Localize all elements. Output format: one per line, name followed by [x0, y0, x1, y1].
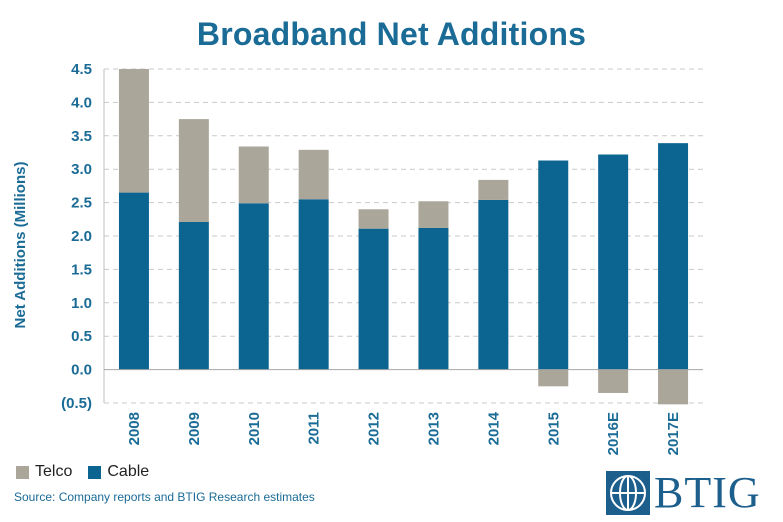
y-tick-labels: 4.5 4.0 3.5 3.0 2.5 2.0 1.5 1.0 0.5 0.0 (0.5)	[61, 61, 92, 412]
y-tick-label: 3.0	[71, 161, 92, 178]
x-tick-label: 2016E	[605, 412, 622, 455]
bar-cable-2017e	[658, 143, 689, 370]
y-tick-label: 1.0	[71, 295, 92, 312]
bar-cable-2009	[178, 221, 209, 370]
logo-text: BTIG	[654, 468, 761, 517]
x-tick-label: 2015	[545, 412, 562, 445]
bar-telco-2011	[298, 149, 329, 200]
bars	[118, 69, 689, 405]
axes	[103, 69, 703, 403]
x-tick-label: 2013	[425, 412, 442, 445]
legend-swatch-telco	[16, 465, 29, 479]
legend-label-cable: Cable	[107, 463, 150, 480]
chart-title: Broadband Net Additions	[196, 16, 587, 52]
bar-cable-2012	[358, 228, 389, 370]
bar-telco-2015	[538, 369, 569, 387]
bar-cable-2011	[298, 199, 329, 370]
y-tick-label: (0.5)	[61, 395, 92, 412]
y-tick-label: 2.0	[71, 228, 92, 245]
bar-cable-2016e	[598, 154, 629, 370]
bar-cable-2015	[538, 160, 569, 370]
x-tick-label: 2012	[366, 412, 383, 445]
bar-cable-2014	[478, 199, 509, 370]
legend-swatch-cable	[88, 465, 102, 479]
y-tick-label: 0.0	[71, 362, 92, 379]
x-tick-label: 2014	[485, 411, 502, 445]
bar-telco-2013	[418, 201, 449, 228]
bar-telco-2012	[358, 209, 389, 229]
y-tick-label: 3.5	[71, 128, 92, 145]
legend: Telco Cable	[16, 463, 165, 481]
legend-entry-cable: Cable	[88, 463, 149, 481]
bar-cable-2010	[238, 203, 269, 370]
bar-telco-2008	[118, 69, 149, 193]
bar-telco-2014	[478, 179, 509, 200]
bar-telco-2017e	[658, 369, 689, 405]
y-tick-label: 4.5	[71, 61, 92, 78]
x-tick-label: 2008	[126, 412, 143, 445]
bar-cable-2008	[118, 192, 149, 370]
y-tick-label: 0.5	[71, 328, 92, 345]
y-axis-label: Net Additions (Millions)	[12, 162, 29, 329]
bar-telco-2009	[178, 119, 209, 222]
y-tick-label: 4.0	[71, 94, 92, 111]
bar-telco-2010	[238, 146, 269, 204]
btig-logo: BTIG	[606, 470, 774, 516]
x-tick-label: 2011	[306, 412, 323, 445]
legend-entry-telco: Telco	[16, 463, 72, 481]
x-tick-labels: 2008 2009 2010 2011 2012 2013 2014 2015 2016E 201…	[126, 411, 682, 455]
globe-icon	[606, 471, 650, 515]
y-tick-label: 2.5	[71, 195, 92, 212]
legend-label-telco: Telco	[35, 463, 73, 480]
source-note: Source: Company reports and BTIG Researc…	[14, 490, 315, 504]
bar-cable-2013	[418, 227, 449, 370]
bar-telco-2016e	[598, 369, 629, 393]
x-tick-label: 2009	[186, 412, 203, 445]
x-tick-label: 2017E	[665, 412, 682, 455]
y-tick-label: 1.5	[71, 261, 92, 278]
x-tick-label: 2010	[246, 412, 263, 445]
